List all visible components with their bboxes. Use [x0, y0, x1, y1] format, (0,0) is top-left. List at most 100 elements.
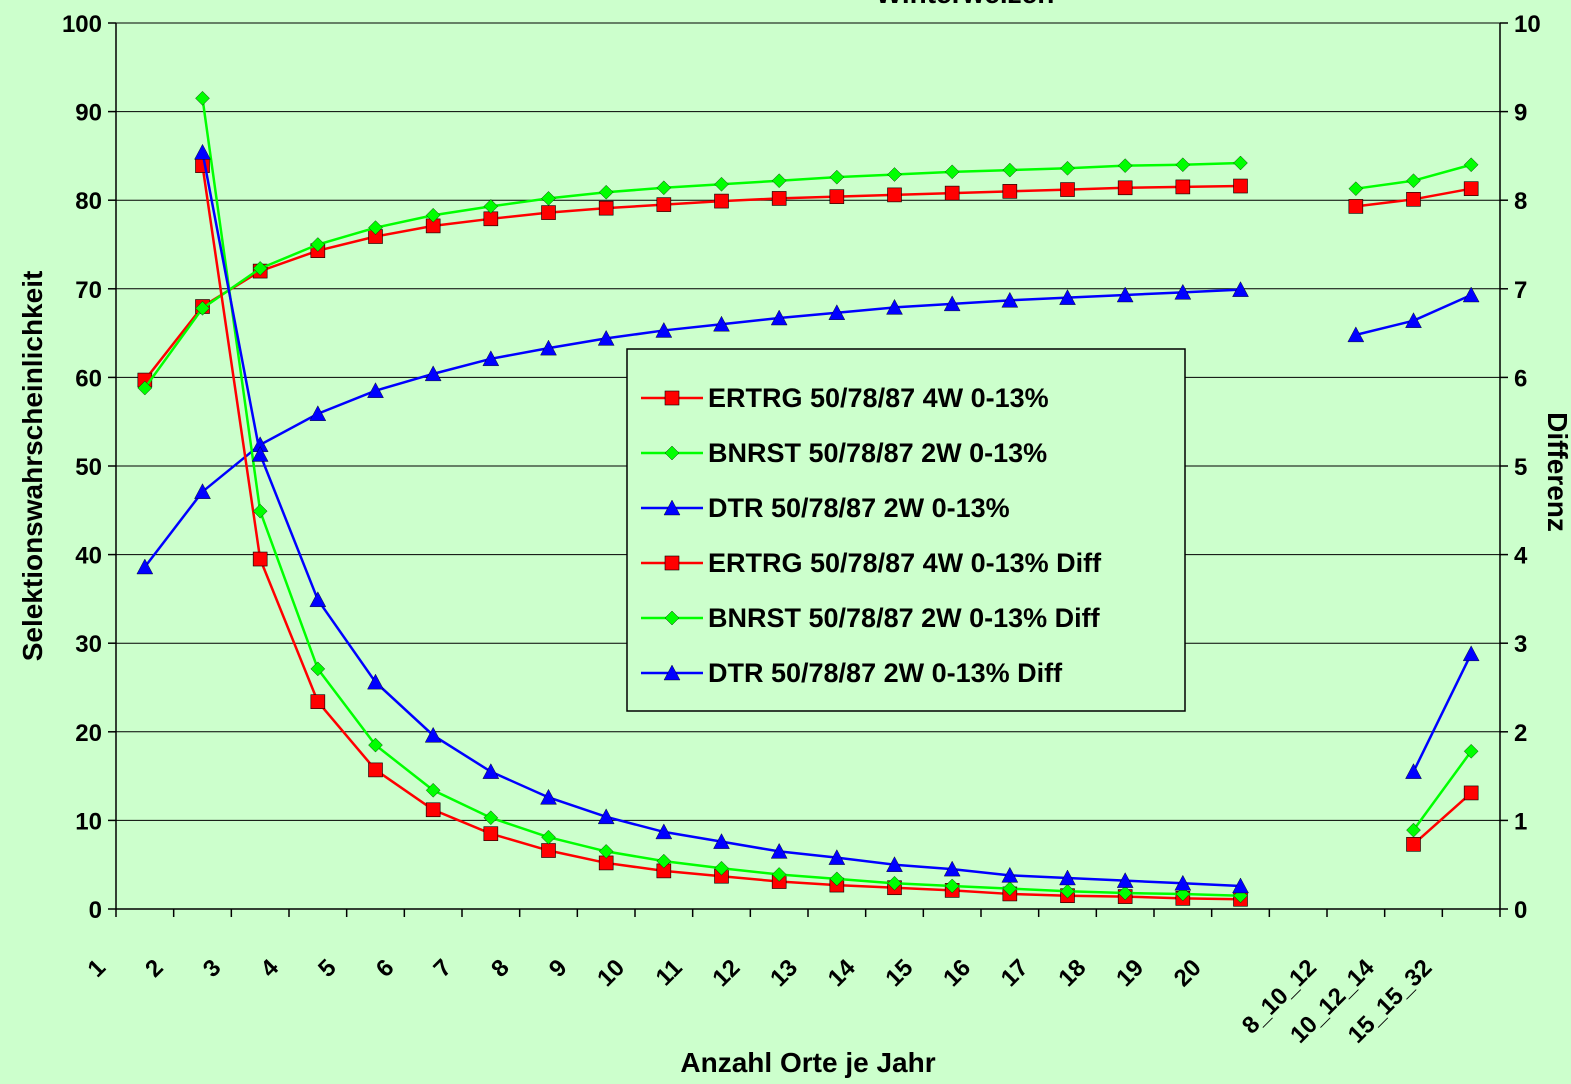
triangle-marker — [1059, 869, 1076, 886]
diamond-marker — [195, 91, 210, 106]
series-line — [1412, 750, 1473, 831]
triangle-marker — [770, 842, 788, 859]
square-marker — [1406, 192, 1421, 207]
y-axis-title: Selektionswahrscheinlichkeit — [17, 271, 48, 662]
diamond-marker — [829, 169, 845, 185]
series — [137, 155, 1479, 396]
y-tick-label: 30 — [75, 631, 102, 658]
square-marker — [368, 762, 383, 778]
triangle-marker — [251, 446, 269, 462]
y-tick-label: 80 — [75, 188, 102, 215]
diamond-marker — [1175, 157, 1191, 173]
y-tick-label: 40 — [75, 543, 102, 570]
series-line — [143, 161, 1241, 389]
diamond-marker — [425, 207, 441, 223]
y-tick-label: 100 — [62, 11, 102, 38]
legend-label: DTR 50/78/87 2W 0-13% Diff — [708, 658, 1063, 688]
triangle-marker — [194, 143, 211, 160]
diamond-marker — [1060, 161, 1075, 176]
triangle-marker — [597, 808, 615, 825]
triangle-marker — [1462, 645, 1480, 662]
diamond-marker — [656, 853, 672, 869]
square-marker — [1175, 179, 1191, 195]
triangle-marker — [1405, 312, 1422, 328]
diamond-marker — [1060, 883, 1075, 899]
square-marker — [1060, 182, 1075, 197]
square-marker — [944, 185, 960, 201]
y2-tick-label: 3 — [1514, 631, 1527, 658]
square-marker — [541, 205, 556, 220]
legend-label: ERTRG 50/78/87 4W 0-13% — [708, 383, 1049, 413]
triangle-marker — [1116, 872, 1134, 888]
diamond-marker — [714, 176, 729, 192]
diamond-marker — [310, 661, 326, 677]
square-marker — [664, 390, 680, 406]
triangle-marker — [424, 365, 442, 382]
triangle-marker — [1174, 283, 1192, 300]
square-marker — [541, 843, 556, 858]
triangle-marker — [943, 860, 961, 877]
y2-tick-label: 1 — [1514, 808, 1527, 835]
square-marker — [771, 191, 787, 206]
triangle-marker — [1462, 286, 1480, 303]
series — [136, 281, 1480, 575]
triangle-marker — [713, 315, 730, 332]
triangle-marker — [194, 483, 211, 499]
y2-tick-label: 2 — [1514, 720, 1527, 747]
square-marker — [656, 197, 672, 212]
left-axis: 0 10 20 30 40 50 60 70 80 90 100 — [62, 11, 116, 924]
diamond-marker — [771, 867, 787, 882]
triangle-marker — [482, 763, 500, 779]
series-line — [143, 288, 1241, 568]
diamond-marker — [541, 829, 556, 845]
diamond-marker — [252, 261, 268, 276]
diamond-marker — [664, 445, 680, 461]
y2-tick-label: 6 — [1514, 365, 1527, 392]
legend-label: BNRST 50/78/87 2W 0-13% Diff — [708, 603, 1101, 633]
diamond-marker — [887, 876, 902, 891]
y-tick-label: 10 — [75, 808, 102, 835]
square-marker — [1348, 199, 1364, 214]
y-tick-label: 90 — [75, 100, 102, 127]
square-marker — [195, 158, 210, 173]
diamond-marker — [664, 610, 680, 626]
series-line — [1412, 792, 1472, 846]
diamond-marker — [598, 184, 614, 200]
diamond-marker — [195, 301, 210, 316]
y2-axis-title: Differenz — [1542, 412, 1571, 532]
y-tick-label: 70 — [75, 277, 102, 304]
triangle-marker — [1001, 866, 1019, 883]
square-marker — [1117, 180, 1133, 196]
triangle-marker — [770, 309, 788, 326]
triangle-marker — [367, 673, 384, 690]
triangle-marker — [309, 591, 327, 607]
square-marker — [598, 200, 614, 216]
triangle-marker — [655, 322, 673, 338]
y-tick-label: 60 — [75, 365, 102, 392]
square-marker — [714, 193, 729, 209]
diamond-marker — [368, 737, 383, 753]
diamond-marker — [1233, 155, 1248, 171]
legend-label: ERTRG 50/78/87 4W 0-13% Diff — [708, 548, 1102, 578]
series — [195, 91, 1479, 903]
square-marker — [1463, 785, 1479, 801]
y2-tick-label: 8 — [1514, 188, 1527, 215]
diamond-marker — [1002, 881, 1018, 896]
legend-label: BNRST 50/78/87 2W 0-13% — [708, 438, 1047, 468]
triangle-marker — [597, 329, 615, 346]
triangle-marker — [1116, 286, 1134, 303]
diamond-marker — [483, 199, 499, 214]
triangle-marker — [1001, 291, 1019, 308]
triangle-marker — [136, 558, 154, 575]
diamond-marker — [656, 180, 672, 196]
diamond-marker — [425, 782, 441, 798]
triangle-marker — [309, 405, 327, 421]
diamond-marker — [368, 220, 383, 235]
diamond-marker — [1002, 162, 1018, 178]
diamond-marker — [944, 164, 960, 180]
diamond-marker — [541, 191, 556, 206]
x-axis-title: Anzahl Orte je Jahr — [680, 1047, 935, 1078]
triangle-marker — [713, 833, 730, 849]
square-marker — [1002, 184, 1018, 199]
square-marker — [1233, 178, 1248, 194]
